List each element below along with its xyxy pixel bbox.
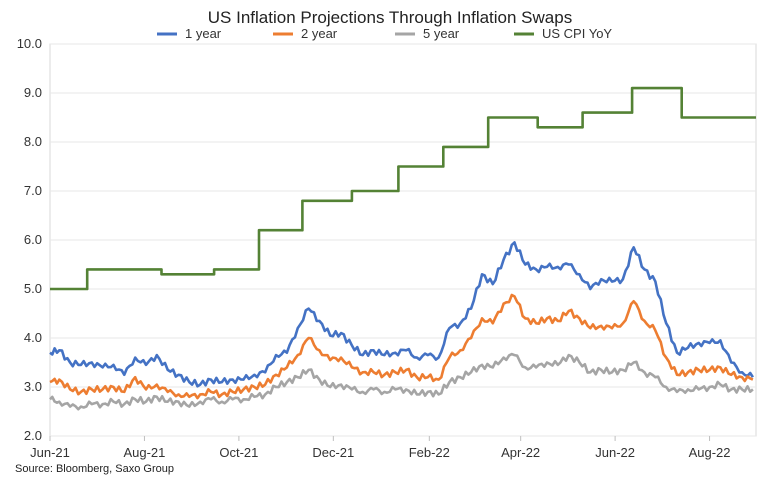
source-note: Source: Bloomberg, Saxo Group: [15, 463, 174, 475]
series-line-5-year: [49, 352, 754, 411]
y-axis: 10.0 9.0 8.0 7.0 6.0 5.0 4.0 3.0 2.0: [17, 36, 756, 443]
legend-label: 2 year: [301, 26, 338, 41]
series-line-us-cpi-yoy: [50, 86, 756, 291]
series-line-2-year: [49, 293, 754, 400]
y-tick-label: 3.0: [24, 379, 42, 394]
y-tick-label: 9.0: [24, 85, 42, 100]
legend: 1 year 2 year 5 year US CPI YoY: [157, 26, 612, 41]
x-tick-label: Jun-22: [595, 445, 635, 460]
x-axis: Jun-21 Aug-21 Oct-21 Dec-21 Feb-22 Apr-22 Jun-…: [30, 436, 731, 460]
legend-label: US CPI YoY: [542, 26, 612, 41]
x-tick-label: Dec-21: [312, 445, 354, 460]
y-tick-label: 4.0: [24, 330, 42, 345]
x-tick-label: Aug-21: [123, 445, 165, 460]
x-tick-label: Feb-22: [409, 445, 450, 460]
x-tick-label: Apr-22: [501, 445, 540, 460]
chart-title: US Inflation Projections Through Inflati…: [208, 8, 572, 27]
y-tick-label: 6.0: [24, 232, 42, 247]
legend-label: 1 year: [185, 26, 222, 41]
y-tick-label: 7.0: [24, 183, 42, 198]
y-tick-label: 8.0: [24, 134, 42, 149]
series-lines: [49, 86, 756, 411]
y-tick-label: 10.0: [17, 36, 42, 51]
x-tick-label: Aug-22: [689, 445, 731, 460]
y-tick-label: 2.0: [24, 428, 42, 443]
y-tick-label: 5.0: [24, 281, 42, 296]
x-tick-label: Oct-21: [219, 445, 258, 460]
series-line-1-year: [49, 241, 754, 388]
x-tick-label: Jun-21: [30, 445, 70, 460]
legend-label: 5 year: [423, 26, 460, 41]
